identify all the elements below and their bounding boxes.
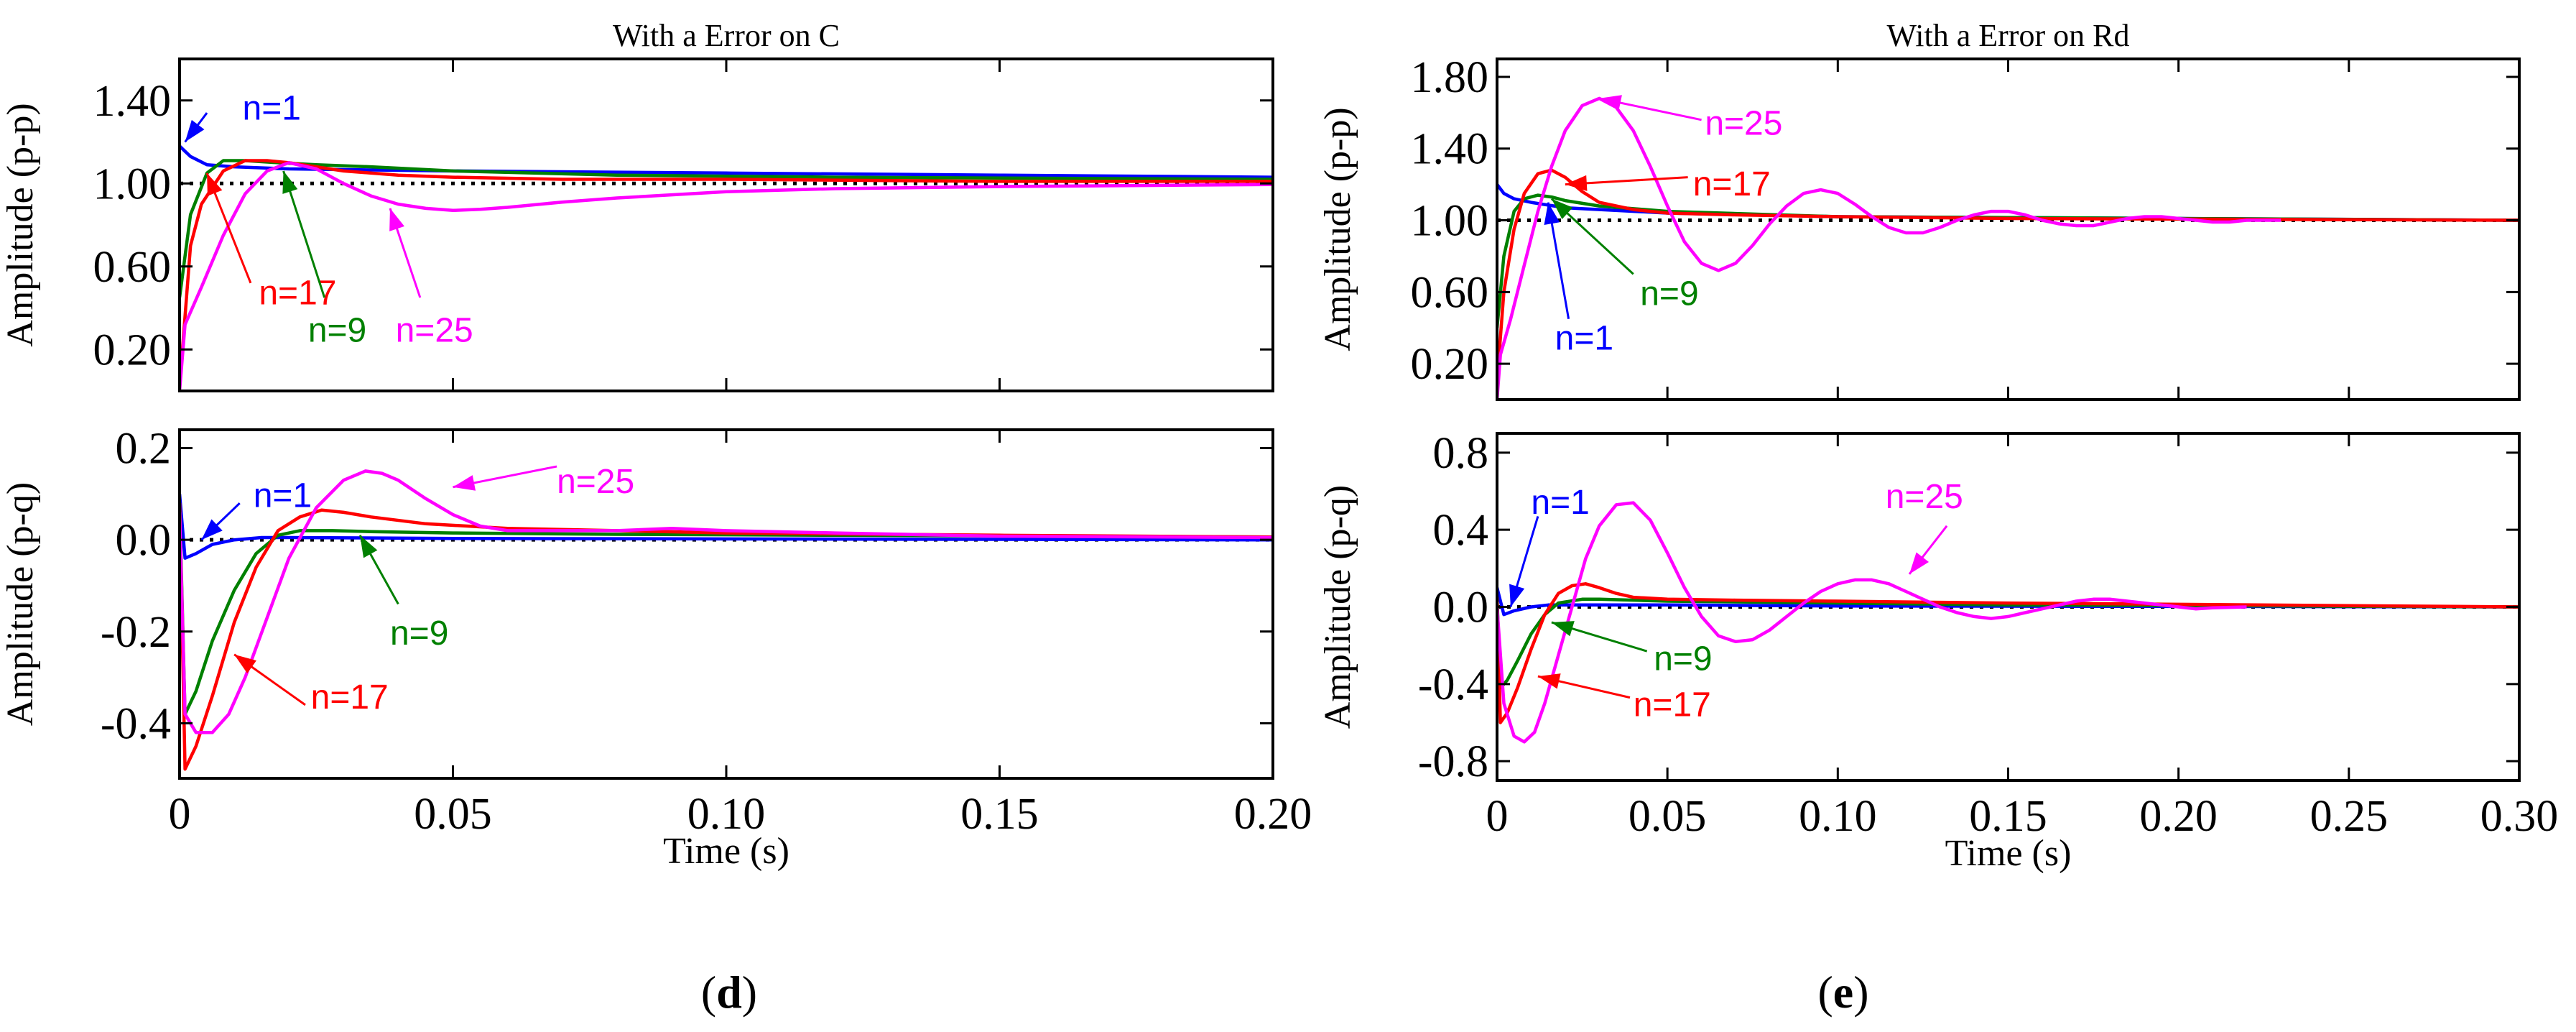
chart-d-top-ytick-label: 1.40 (93, 77, 172, 126)
chart-d-top-arrow-head-n1 (185, 119, 205, 142)
chart-d-bottom-ytick-label: -0.4 (101, 699, 171, 748)
chart-e-top-arrow-head-n17 (1565, 175, 1588, 191)
subfigure-letter-e: e (1833, 967, 1853, 1018)
chart-e-bottom-series-n1 (1497, 587, 2519, 617)
chart-e-bottom-xlabel: Time (s) (1945, 833, 2072, 874)
chart-e-top-ytick-label: 0.20 (1411, 340, 1489, 389)
chart-e-top-ytick-label: 1.40 (1411, 125, 1489, 174)
chart-d-top-arrow-line-n9 (282, 170, 326, 298)
chart-d-bottom-ylabel: Amplitude (p-q) (0, 482, 41, 726)
chart-e-bottom-ytick-label: 0.0 (1433, 584, 1489, 632)
chart-d-top-annotation-n1: n=1 (243, 89, 301, 127)
chart-e-top-series-n17 (1497, 168, 2519, 382)
chart-e-bottom-annotation-n9: n=9 (1654, 640, 1712, 678)
chart-e-top-annotation-n17: n=17 (1693, 165, 1771, 203)
chart-d-bottom-arrow-head-n1 (201, 519, 223, 540)
chart-e-top-ytick-label: 1.80 (1411, 53, 1489, 102)
chart-e-bottom-ytick-label: -0.4 (1418, 660, 1488, 709)
subfigure-label-e: (e) (1817, 967, 1868, 1018)
chart-d-top-annotation-n17: n=17 (259, 274, 336, 312)
chart-e-bottom-series-n25 (1497, 501, 2247, 744)
chart-e-bottom-arrow-head-n25 (1909, 552, 1929, 574)
chart-d-bottom-series-n17 (180, 503, 1273, 771)
chart-e-bottom-ytick-label: -0.8 (1418, 737, 1488, 786)
chart-e-top-ytick-label: 1.00 (1411, 197, 1489, 246)
chart-d-bottom-ytick-label: 0.0 (116, 516, 172, 565)
chart-e-top-arrow-head-n9 (1551, 198, 1573, 219)
chart-d-top-annotation-n9: n=9 (308, 311, 366, 349)
chart-d-bottom-arrow-head-n17 (234, 654, 256, 674)
chart-d-top-title: With a Error on C (613, 18, 840, 53)
chart-e-top-title: With a Error on Rd (1887, 18, 2130, 53)
chart-d-top: 0.20 0.60 1.00 1.40 With a Error on C Amplitu… (0, 18, 1274, 392)
chart-e-bottom-ytick-label: 0.4 (1433, 506, 1489, 555)
chart-d-bottom-arrow-head-n25 (453, 475, 476, 491)
chart-e-bottom-arrow-head-n1 (1509, 584, 1525, 607)
chart-d-top-ytick-label: 0.60 (93, 243, 172, 292)
chart-e-top-annotation-n1: n=1 (1555, 320, 1613, 358)
chart-e-bottom-xtick-label: 0.10 (1799, 792, 1877, 841)
chart-e-top-annotation-n25: n=25 (1705, 104, 1782, 142)
subfigure-letter-d: d (716, 967, 742, 1018)
chart-d-top-arrow-head-n17 (207, 172, 223, 196)
chart-d-bottom-xtick-label: 0 (169, 790, 191, 839)
chart-e-top-annotation-n9: n=9 (1640, 275, 1698, 313)
chart-d-top-series-n1 (180, 144, 1273, 179)
chart-d-bottom-xtick-label: 0.05 (414, 790, 492, 839)
chart-d-top-arrow-head-n9 (282, 170, 298, 194)
chart-d-bottom-xtick-label: 0.15 (960, 790, 1039, 839)
chart-d-bottom-annotation-n9: n=9 (390, 614, 448, 653)
chart-e-bottom: -0.8 -0.4 0.0 0.4 0.8 0 0.05 0.10 0.15 0.20 0.25 0.… (1317, 429, 2558, 874)
chart-e-top-series-n25 (1497, 96, 2281, 400)
chart-d-bottom-ytick-label: -0.2 (101, 608, 171, 657)
chart-d-top-series-n25 (180, 161, 1273, 391)
chart-e-top-arrow-head-n1 (1544, 202, 1560, 226)
chart-d-bottom-xtick-label: 0.20 (1234, 790, 1312, 839)
chart-d-top-ytick-label: 0.20 (93, 326, 172, 374)
chart-e-bottom-xtick-label: 0.30 (2480, 792, 2559, 841)
chart-e-bottom-ylabel: Amplitude (p-q) (1317, 485, 1358, 729)
chart-d-bottom-series-n9 (180, 503, 1273, 716)
chart-e-bottom-arrow-head-n9 (1551, 621, 1575, 637)
chart-e-bottom-arrow-head-n17 (1537, 673, 1561, 689)
chart-d-bottom-xtick-label: 0.10 (687, 790, 766, 839)
chart-d-bottom: -0.4-0.20.00.20 0.05 0.10 0.15 0.20Amplitude… (0, 425, 1312, 872)
chart-d-bottom-annotation-n17: n=17 (311, 678, 389, 717)
subfigure-label-d: (d) (701, 967, 757, 1018)
chart-d-bottom-arrow-head-n9 (360, 535, 378, 558)
chart-e-bottom-annotation-n25: n=25 (1886, 478, 1963, 516)
chart-d-bottom-series-n25 (180, 469, 1273, 734)
chart-e-top-ytick-label: 0.60 (1411, 268, 1489, 317)
chart-d-top-ylabel: Amplitude (p-p) (0, 103, 41, 346)
chart-e-bottom-series-n9 (1497, 597, 2519, 690)
chart-d-bottom-ytick-label: 0.2 (116, 425, 172, 474)
chart-e-bottom-xtick-label: 0.05 (1628, 792, 1707, 841)
chart-d-bottom-xlabel: Time (s) (663, 831, 789, 872)
chart-d-bottom-annotation-n1: n=1 (254, 476, 312, 515)
chart-d-top-annotation-n25: n=25 (396, 311, 473, 349)
chart-e-bottom-xtick-label: 0.25 (2310, 792, 2389, 841)
chart-d-bottom-annotation-n25: n=25 (557, 463, 634, 501)
chart-e-bottom-ytick-label: 0.8 (1433, 429, 1489, 478)
chart-e-bottom-xtick-label: 0 (1486, 792, 1509, 841)
chart-e-bottom-series-n17 (1497, 582, 2519, 724)
chart-e-top: 0.20 0.60 1.00 1.40 1.80 With a Error on Rd Am… (1317, 18, 2521, 401)
chart-e-top-ylabel: Amplitude (p-p) (1317, 107, 1358, 351)
chart-e-bottom-annotation-n17: n=17 (1634, 686, 1711, 724)
chart-e-bottom-xtick-label: 0.20 (2139, 792, 2218, 841)
chart-d-bottom-series-n1 (180, 494, 1273, 560)
chart-d-top-arrow-head-n25 (389, 208, 404, 231)
chart-e-bottom-annotation-n1: n=1 (1531, 484, 1589, 522)
chart-e-bottom-xtick-label: 0.15 (1969, 792, 2047, 841)
chart-e-top-arrow-head-n25 (1599, 95, 1622, 111)
chart-d-top-ytick-label: 1.00 (93, 160, 172, 208)
